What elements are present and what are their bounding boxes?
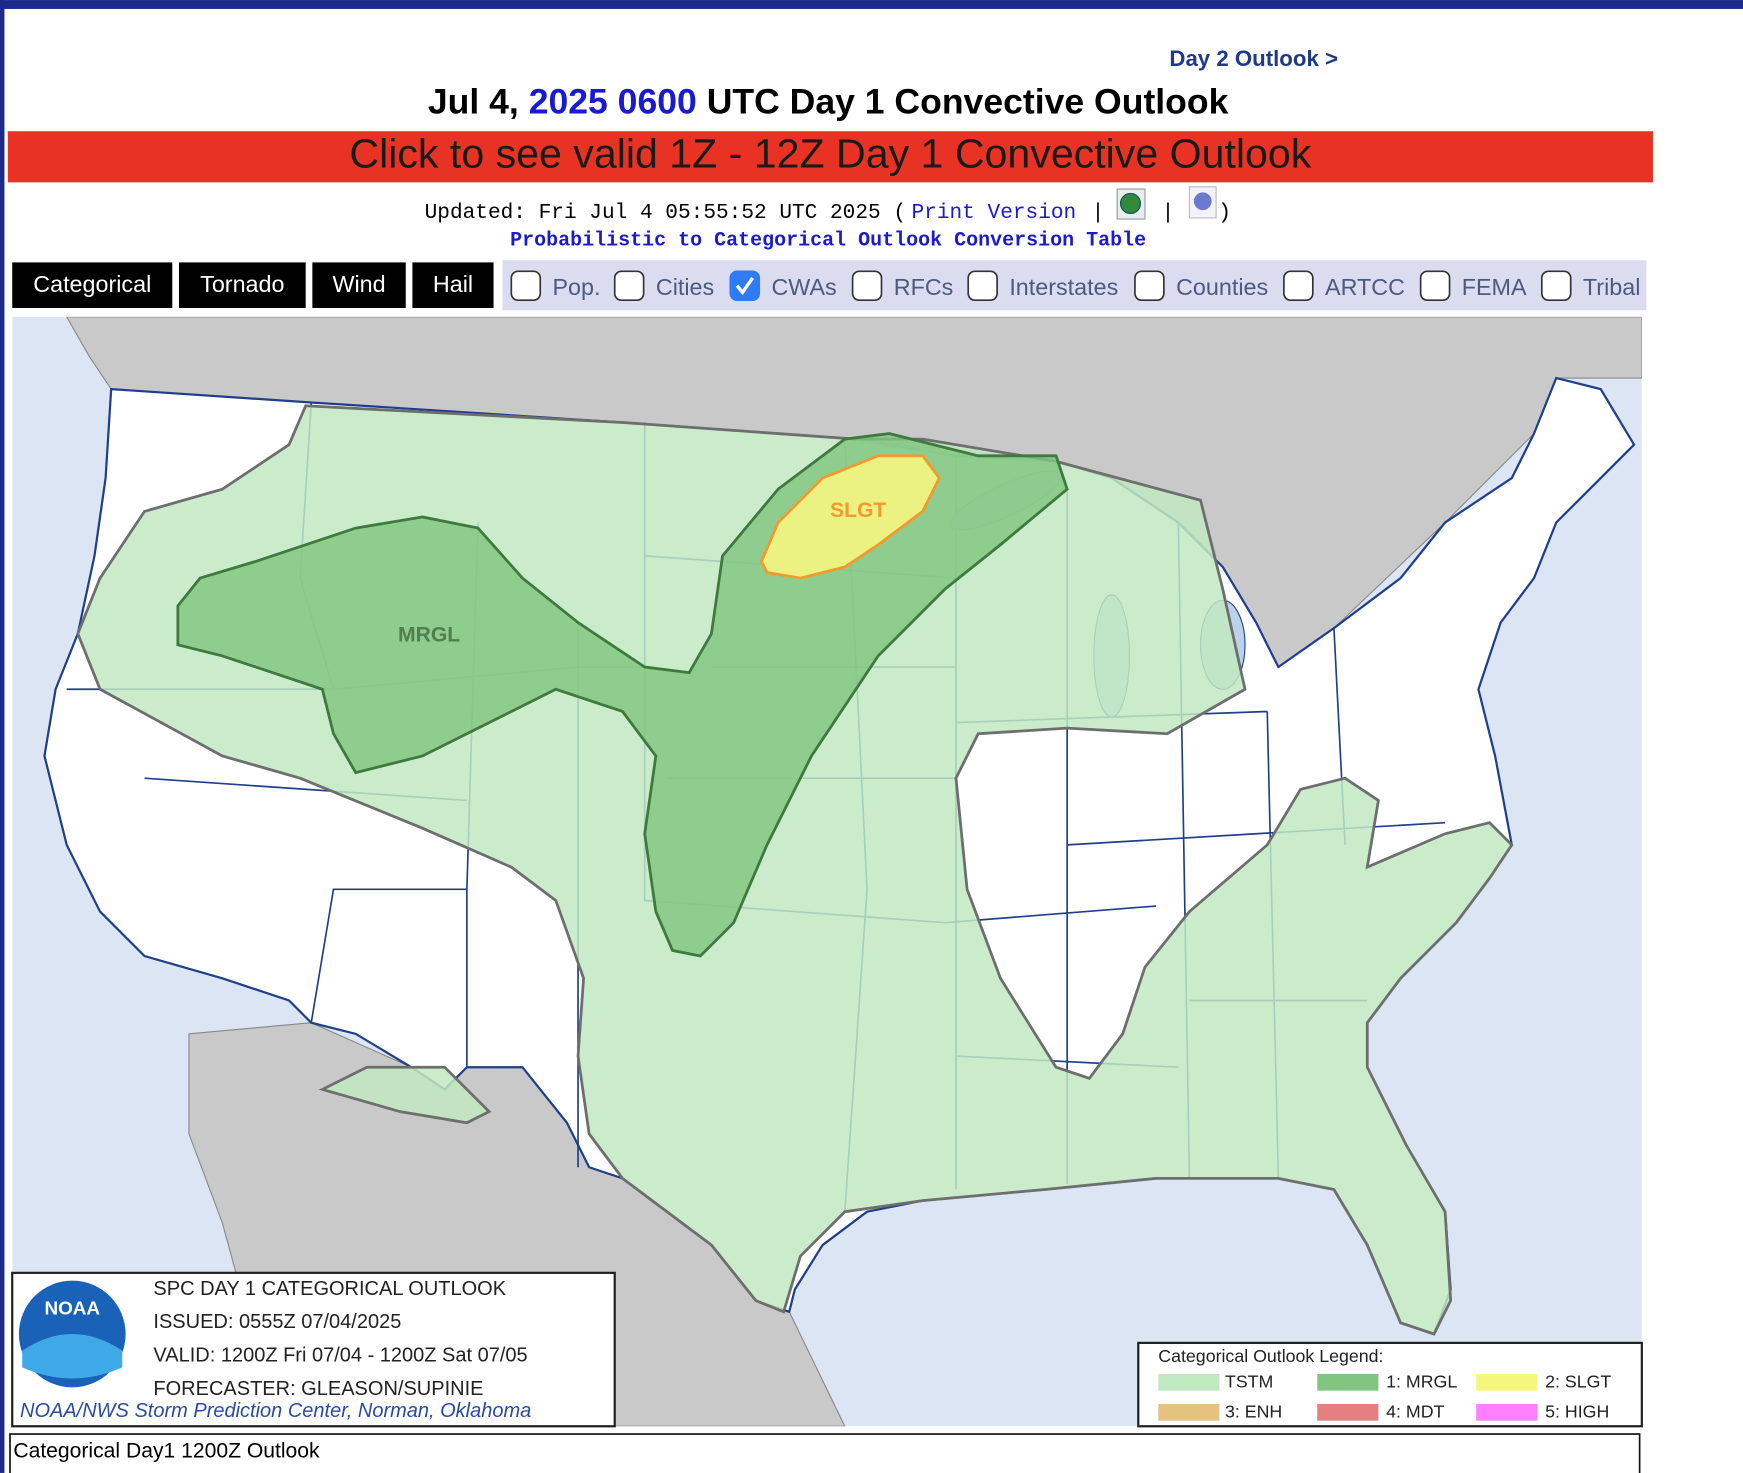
- tab-button[interactable]: [178, 262, 306, 308]
- checkbox-label[interactable]: Pop.: [552, 274, 600, 300]
- banner-bg[interactable]: [7, 131, 1653, 183]
- checkbox[interactable]: [1540, 270, 1572, 302]
- overlay-options: Pop. Cities CWAs RFCs Interstates Counties ART…: [510, 270, 1640, 302]
- close-paren: ): [1218, 201, 1231, 225]
- info-line: ISSUED: 0555Z 07/04/2025: [153, 1311, 401, 1333]
- outlook-map: MRGL SLGT: [12, 316, 1642, 1427]
- checkbox[interactable]: [967, 270, 998, 302]
- title-date: Jul 4,: [428, 82, 519, 122]
- tab-label[interactable]: Categorical: [33, 271, 151, 297]
- noaa-logo-text: NOAA: [44, 1299, 100, 1320]
- tab-label[interactable]: Wind: [332, 271, 385, 297]
- conversion-table-link[interactable]: Probabilistic to Categorical Outlook Con…: [510, 229, 1146, 252]
- valid-banner[interactable]: Click to see valid 1Z - 12Z Day 1 Convec…: [7, 131, 1653, 183]
- checkbox-label[interactable]: ARTCC: [1325, 274, 1405, 300]
- info-lines: SPC DAY 1 CATEGORICAL OUTLOOK ISSUED: 055…: [153, 1278, 527, 1400]
- legend-swatch: [1476, 1404, 1538, 1421]
- tstm-area: [318, 1065, 492, 1125]
- noaa-logo-wave: [22, 1333, 123, 1379]
- updated-stamp: Updated: Fri Jul 4 05:55:52 UTC 2025 (: [425, 201, 906, 225]
- overlay-panel: [502, 260, 1647, 311]
- legend-swatch: [1317, 1404, 1379, 1421]
- legend-label: 3: ENH: [1225, 1402, 1282, 1422]
- legend-label: TSTM: [1225, 1372, 1273, 1392]
- legend-label: 5: HIGH: [1545, 1402, 1609, 1422]
- legend-swatch: [1317, 1374, 1379, 1391]
- tab-button[interactable]: [412, 262, 494, 308]
- legend-label: 2: SLGT: [1545, 1372, 1611, 1392]
- left-border: [0, 0, 5, 1473]
- legend-title: Categorical Outlook Legend:: [1158, 1346, 1383, 1366]
- info-line: SPC DAY 1 CATEGORICAL OUTLOOK: [153, 1278, 506, 1300]
- checkbox-label[interactable]: Interstates: [1009, 274, 1118, 300]
- checkbox-label[interactable]: Cities: [656, 274, 714, 300]
- title-rest: UTC Day 1 Convective Outlook: [707, 82, 1229, 122]
- checkbox[interactable]: [1283, 270, 1314, 302]
- tab-button[interactable]: [12, 262, 173, 308]
- tab-label[interactable]: Hail: [433, 271, 473, 297]
- checkbox[interactable]: [729, 270, 761, 302]
- checkbox[interactable]: [851, 270, 883, 302]
- info-line: VALID: 1200Z Fri 07/04 - 1200Z Sat 07/05: [153, 1345, 527, 1367]
- icon-globe[interactable]: [1119, 192, 1142, 215]
- checkbox-label[interactable]: RFCs: [894, 274, 954, 300]
- product-tabs: Categorical Tornado Wind Hail: [12, 262, 494, 308]
- checkbox-label[interactable]: CWAs: [771, 274, 836, 300]
- legend-label: 1: MRGL: [1386, 1372, 1457, 1392]
- checkbox[interactable]: [613, 270, 645, 302]
- legend-label: 4: MDT: [1386, 1402, 1444, 1422]
- caption: Categorical Day1 1200Z Outlook: [13, 1439, 320, 1462]
- kml-icon[interactable]: [1116, 188, 1146, 220]
- slgt-label: SLGT: [830, 499, 886, 522]
- separator: |: [1092, 201, 1105, 225]
- legend-frame: [1137, 1341, 1643, 1428]
- slgt-area: [759, 454, 941, 580]
- credit: NOAA/NWS Storm Prediction Center, Norman…: [20, 1400, 531, 1422]
- page-title: Jul 4, 2025 0600 UTC Day 1 Convective Ou…: [428, 82, 1229, 122]
- shapefile-icon[interactable]: [1188, 186, 1217, 219]
- tab-button[interactable]: [312, 262, 406, 308]
- top-bar: [0, 0, 1743, 9]
- checkbox-label[interactable]: Tribal: [1583, 274, 1640, 300]
- tab-label[interactable]: Tornado: [200, 271, 284, 297]
- info-box: NOAA SPC DAY 1 CATEGORICAL OUTLOOK ISSUED…: [11, 1271, 616, 1428]
- info-line: FORECASTER: GLEASON/SUPINIE: [153, 1378, 483, 1400]
- checkbox[interactable]: [510, 270, 542, 302]
- legend-swatch: [1158, 1404, 1220, 1421]
- checkbox[interactable]: [1419, 270, 1451, 302]
- caption-box: [9, 1433, 1641, 1473]
- banner-text[interactable]: Click to see valid 1Z - 12Z Day 1 Convec…: [349, 131, 1311, 177]
- checkbox[interactable]: [1134, 270, 1165, 302]
- day2-link[interactable]: Day 2 Outlook >: [1169, 46, 1338, 71]
- print-version-link[interactable]: Print Version: [912, 201, 1077, 225]
- checkbox-label[interactable]: FEMA: [1462, 274, 1527, 300]
- checkmark[interactable]: [735, 277, 754, 296]
- legend-swatch: [1158, 1374, 1220, 1391]
- legend-swatch: [1476, 1374, 1538, 1391]
- separator: |: [1162, 201, 1175, 225]
- icon-globe[interactable]: [1193, 192, 1212, 211]
- mrgl-label: MRGL: [398, 623, 460, 646]
- legend: Categorical Outlook Legend: TSTM 1: MRGL 2…: [1137, 1341, 1643, 1428]
- title-time[interactable]: 2025 0600: [529, 82, 697, 122]
- checkbox-label[interactable]: Counties: [1176, 274, 1268, 300]
